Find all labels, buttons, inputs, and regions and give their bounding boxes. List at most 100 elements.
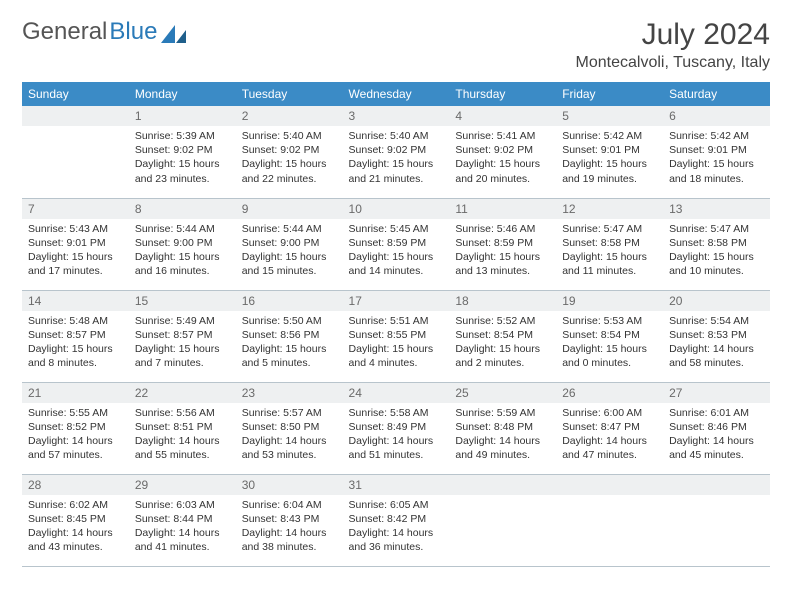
sunrise-line: Sunrise: 5:52 AM (455, 314, 550, 328)
day-number: 15 (129, 291, 236, 311)
weekday-header: Tuesday (236, 82, 343, 106)
daylight-line: Daylight: 15 hours and 8 minutes. (28, 342, 123, 370)
logo-text-gray: General (22, 18, 107, 46)
calendar-cell: 14Sunrise: 5:48 AMSunset: 8:57 PMDayligh… (22, 290, 129, 382)
weekday-header: Monday (129, 82, 236, 106)
daylight-line: Daylight: 15 hours and 20 minutes. (455, 157, 550, 185)
daylight-line: Daylight: 15 hours and 10 minutes. (669, 250, 764, 278)
sunrise-line: Sunrise: 5:40 AM (242, 129, 337, 143)
sunset-line: Sunset: 9:01 PM (669, 143, 764, 157)
sunset-line: Sunset: 9:00 PM (242, 236, 337, 250)
day-number: 24 (343, 383, 450, 403)
sunrise-line: Sunrise: 5:50 AM (242, 314, 337, 328)
day-details: Sunrise: 5:47 AMSunset: 8:58 PMDaylight:… (663, 219, 770, 285)
day-number (449, 475, 556, 495)
day-details: Sunrise: 6:00 AMSunset: 8:47 PMDaylight:… (556, 403, 663, 469)
calendar-row: 14Sunrise: 5:48 AMSunset: 8:57 PMDayligh… (22, 290, 770, 382)
daylight-line: Daylight: 15 hours and 15 minutes. (242, 250, 337, 278)
daylight-line: Daylight: 15 hours and 14 minutes. (349, 250, 444, 278)
sunset-line: Sunset: 8:59 PM (349, 236, 444, 250)
daylight-line: Daylight: 14 hours and 41 minutes. (135, 526, 230, 554)
sunrise-line: Sunrise: 6:00 AM (562, 406, 657, 420)
day-details: Sunrise: 5:42 AMSunset: 9:01 PMDaylight:… (663, 126, 770, 192)
sunrise-line: Sunrise: 5:55 AM (28, 406, 123, 420)
day-number (663, 475, 770, 495)
sunrise-line: Sunrise: 6:02 AM (28, 498, 123, 512)
sunrise-line: Sunrise: 5:56 AM (135, 406, 230, 420)
sunset-line: Sunset: 9:02 PM (349, 143, 444, 157)
day-details: Sunrise: 5:42 AMSunset: 9:01 PMDaylight:… (556, 126, 663, 192)
daylight-line: Daylight: 15 hours and 7 minutes. (135, 342, 230, 370)
sunset-line: Sunset: 9:02 PM (455, 143, 550, 157)
day-number: 8 (129, 199, 236, 219)
sunrise-line: Sunrise: 5:44 AM (135, 222, 230, 236)
day-number: 7 (22, 199, 129, 219)
day-number: 14 (22, 291, 129, 311)
daylight-line: Daylight: 14 hours and 53 minutes. (242, 434, 337, 462)
day-number: 10 (343, 199, 450, 219)
logo-sail-icon (161, 22, 187, 42)
sunset-line: Sunset: 9:02 PM (242, 143, 337, 157)
day-details: Sunrise: 5:54 AMSunset: 8:53 PMDaylight:… (663, 311, 770, 377)
calendar-cell: 10Sunrise: 5:45 AMSunset: 8:59 PMDayligh… (343, 198, 450, 290)
calendar-cell (22, 106, 129, 198)
day-number: 4 (449, 106, 556, 126)
calendar-cell (556, 474, 663, 566)
daylight-line: Daylight: 14 hours and 58 minutes. (669, 342, 764, 370)
sunrise-line: Sunrise: 5:58 AM (349, 406, 444, 420)
sunset-line: Sunset: 8:57 PM (135, 328, 230, 342)
header: GeneralBlue July 2024 Montecalvoli, Tusc… (22, 18, 770, 72)
month-title: July 2024 (576, 18, 770, 52)
calendar-table: SundayMondayTuesdayWednesdayThursdayFrid… (22, 82, 770, 567)
sunrise-line: Sunrise: 5:44 AM (242, 222, 337, 236)
daylight-line: Daylight: 14 hours and 45 minutes. (669, 434, 764, 462)
sunrise-line: Sunrise: 6:01 AM (669, 406, 764, 420)
day-details: Sunrise: 5:55 AMSunset: 8:52 PMDaylight:… (22, 403, 129, 469)
sunset-line: Sunset: 9:00 PM (135, 236, 230, 250)
day-details: Sunrise: 5:45 AMSunset: 8:59 PMDaylight:… (343, 219, 450, 285)
daylight-line: Daylight: 15 hours and 11 minutes. (562, 250, 657, 278)
calendar-cell: 21Sunrise: 5:55 AMSunset: 8:52 PMDayligh… (22, 382, 129, 474)
sunset-line: Sunset: 8:46 PM (669, 420, 764, 434)
sunset-line: Sunset: 8:48 PM (455, 420, 550, 434)
logo-text-blue: Blue (109, 18, 157, 46)
day-details: Sunrise: 5:41 AMSunset: 9:02 PMDaylight:… (449, 126, 556, 192)
sunset-line: Sunset: 8:44 PM (135, 512, 230, 526)
sunset-line: Sunset: 8:50 PM (242, 420, 337, 434)
sunset-line: Sunset: 8:54 PM (562, 328, 657, 342)
day-number: 31 (343, 475, 450, 495)
sunset-line: Sunset: 8:53 PM (669, 328, 764, 342)
calendar-cell: 7Sunrise: 5:43 AMSunset: 9:01 PMDaylight… (22, 198, 129, 290)
sunset-line: Sunset: 8:43 PM (242, 512, 337, 526)
daylight-line: Daylight: 15 hours and 18 minutes. (669, 157, 764, 185)
day-number: 29 (129, 475, 236, 495)
daylight-line: Daylight: 15 hours and 13 minutes. (455, 250, 550, 278)
calendar-cell: 4Sunrise: 5:41 AMSunset: 9:02 PMDaylight… (449, 106, 556, 198)
day-number: 6 (663, 106, 770, 126)
day-number: 19 (556, 291, 663, 311)
daylight-line: Daylight: 15 hours and 21 minutes. (349, 157, 444, 185)
sunset-line: Sunset: 9:01 PM (28, 236, 123, 250)
sunrise-line: Sunrise: 5:47 AM (669, 222, 764, 236)
daylight-line: Daylight: 15 hours and 4 minutes. (349, 342, 444, 370)
day-details: Sunrise: 5:39 AMSunset: 9:02 PMDaylight:… (129, 126, 236, 192)
day-number: 28 (22, 475, 129, 495)
calendar-cell: 16Sunrise: 5:50 AMSunset: 8:56 PMDayligh… (236, 290, 343, 382)
day-details: Sunrise: 5:43 AMSunset: 9:01 PMDaylight:… (22, 219, 129, 285)
sunrise-line: Sunrise: 5:57 AM (242, 406, 337, 420)
daylight-line: Daylight: 15 hours and 19 minutes. (562, 157, 657, 185)
day-details: Sunrise: 5:44 AMSunset: 9:00 PMDaylight:… (236, 219, 343, 285)
day-details: Sunrise: 6:03 AMSunset: 8:44 PMDaylight:… (129, 495, 236, 561)
day-number: 12 (556, 199, 663, 219)
day-number: 11 (449, 199, 556, 219)
daylight-line: Daylight: 15 hours and 16 minutes. (135, 250, 230, 278)
weekday-row: SundayMondayTuesdayWednesdayThursdayFrid… (22, 82, 770, 106)
calendar-cell: 18Sunrise: 5:52 AMSunset: 8:54 PMDayligh… (449, 290, 556, 382)
calendar-cell: 19Sunrise: 5:53 AMSunset: 8:54 PMDayligh… (556, 290, 663, 382)
sunrise-line: Sunrise: 5:48 AM (28, 314, 123, 328)
day-details: Sunrise: 5:40 AMSunset: 9:02 PMDaylight:… (236, 126, 343, 192)
calendar-cell: 13Sunrise: 5:47 AMSunset: 8:58 PMDayligh… (663, 198, 770, 290)
sunset-line: Sunset: 8:51 PM (135, 420, 230, 434)
logo: GeneralBlue (22, 18, 187, 46)
calendar-cell: 26Sunrise: 6:00 AMSunset: 8:47 PMDayligh… (556, 382, 663, 474)
